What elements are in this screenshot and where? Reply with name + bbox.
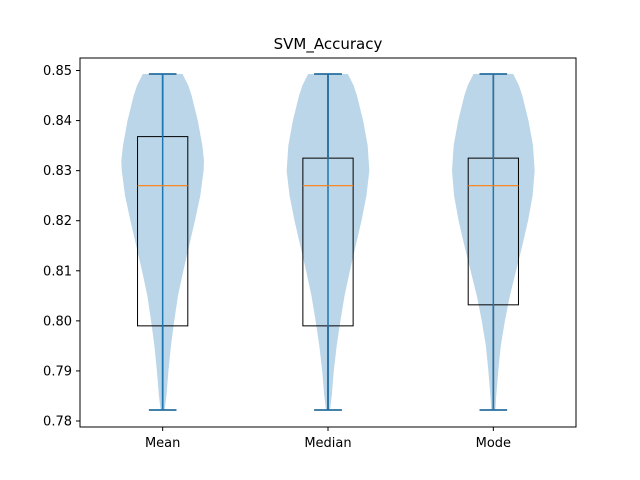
x-tick-label-mode: Mode — [476, 436, 511, 451]
chart-title: SVM_Accuracy — [274, 35, 383, 54]
box-layer — [137, 73, 519, 411]
y-tick-label: 0.79 — [43, 364, 72, 379]
x-tick-label-median: Median — [304, 436, 351, 451]
y-tick-label: 0.78 — [43, 414, 72, 429]
y-tick-label: 0.84 — [43, 114, 72, 129]
x-axis: Mean Median Mode — [145, 427, 511, 451]
x-tick-label-mean: Mean — [145, 436, 180, 451]
y-axis: 0.78 0.79 0.80 0.81 0.82 0.83 0.84 0.85 — [43, 64, 80, 429]
y-tick-label: 0.83 — [43, 164, 72, 179]
y-tick-label: 0.80 — [43, 314, 72, 329]
y-tick-label: 0.81 — [43, 264, 72, 279]
y-tick-label: 0.82 — [43, 214, 72, 229]
y-tick-label: 0.85 — [43, 64, 72, 79]
